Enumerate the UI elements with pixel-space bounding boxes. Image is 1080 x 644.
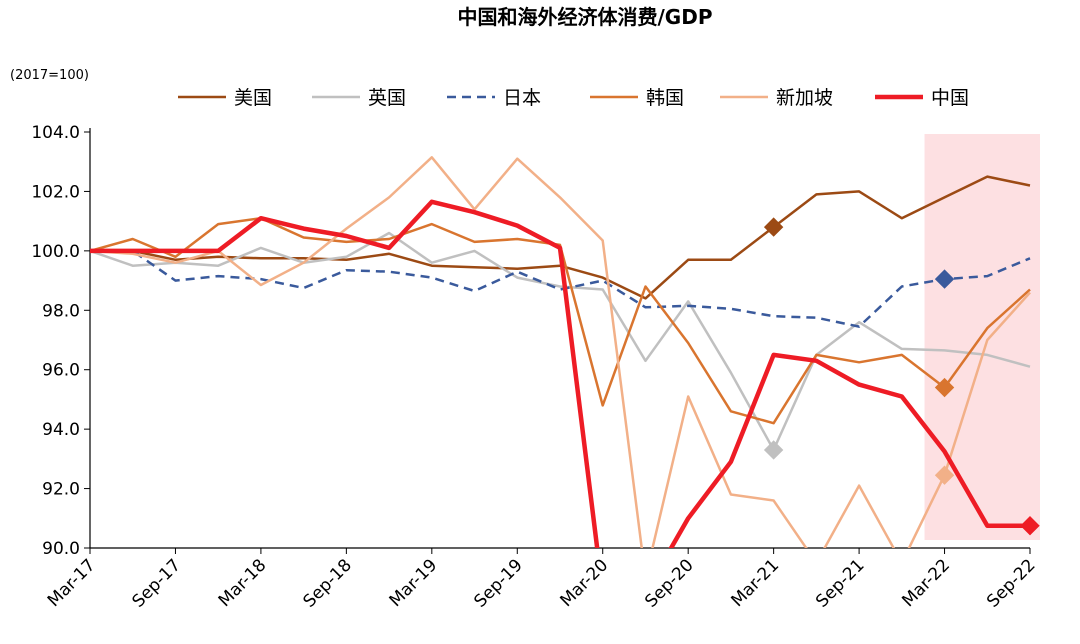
- y-tick-label: 94.0: [42, 420, 80, 440]
- x-tick-label: Mar-18: [215, 555, 271, 611]
- x-tick-label: Sep-17: [129, 555, 185, 611]
- legend-label: 新加坡: [776, 87, 833, 109]
- y-tick-label: 90.0: [42, 539, 80, 559]
- data-marker-0: [763, 217, 784, 237]
- data-marker-3: [934, 377, 955, 398]
- x-tick-label: Mar-19: [386, 555, 442, 611]
- series-line-2: [90, 249, 1031, 328]
- x-tick-label: Sep-21: [812, 555, 868, 611]
- y-tick-label: 92.0: [42, 480, 80, 500]
- x-tick-label: Mar-22: [898, 555, 954, 611]
- series-line-4: [90, 156, 1031, 548]
- y-tick-label: 100.0: [31, 242, 80, 262]
- chart-title: 中国和海外经济体消费/GDP: [458, 5, 713, 29]
- unit-note: (2017=100): [10, 68, 89, 83]
- series-line-1: [90, 231, 1031, 452]
- x-tick-label: Sep-20: [641, 555, 697, 611]
- x-tick-label: Sep-22: [983, 555, 1039, 611]
- legend-label: 英国: [368, 87, 406, 109]
- data-marker-4: [934, 465, 955, 485]
- data-marker-2: [934, 269, 955, 289]
- y-tick-label: 96.0: [42, 361, 80, 381]
- x-tick-label: Sep-18: [299, 555, 355, 611]
- y-tick-label: 98.0: [42, 301, 80, 321]
- y-tick-label: 102.0: [31, 182, 80, 202]
- series-line-3: [90, 216, 1031, 425]
- series-layer: [90, 156, 1031, 548]
- marker-layer: [763, 217, 1040, 536]
- x-tick-label: Sep-19: [470, 555, 526, 611]
- data-marker-1: [763, 440, 784, 460]
- series-line-0: [90, 175, 1031, 300]
- y-tick-label: 104.0: [31, 123, 80, 143]
- legend-label: 日本: [503, 87, 541, 109]
- x-tick-label: Mar-21: [727, 555, 783, 611]
- legend-label: 美国: [234, 87, 272, 109]
- data-marker-5: [1020, 516, 1040, 536]
- x-tick-label: Mar-20: [557, 555, 613, 611]
- legend-label: 中国: [931, 87, 969, 109]
- legend-label: 韩国: [646, 87, 684, 109]
- series-line-5: [90, 199, 1030, 548]
- legend: 美国 英国 日本 韩国 新加坡 中国: [178, 87, 969, 109]
- x-tick-label: Mar-17: [44, 555, 100, 611]
